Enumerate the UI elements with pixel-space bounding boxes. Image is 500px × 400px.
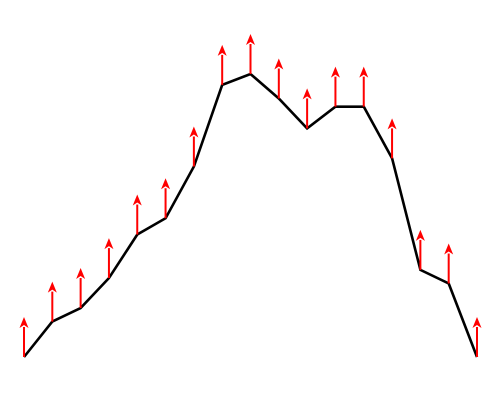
arrow-head — [189, 126, 199, 138]
up-arrow-icon — [189, 126, 199, 167]
profile-line-layer — [22, 72, 479, 358]
arrow-head — [415, 229, 425, 241]
arrow-head — [217, 44, 227, 56]
arrow-head — [76, 268, 86, 280]
arrow-head — [359, 66, 369, 78]
arrow-head — [444, 243, 454, 255]
up-arrow-icon — [330, 66, 340, 107]
up-arrow-icon — [415, 229, 425, 270]
arrow-head — [19, 317, 29, 328]
up-arrow-icon — [104, 238, 114, 279]
arrow-head — [104, 238, 114, 250]
up-arrow-icon — [76, 268, 86, 309]
up-arrow-icon — [359, 66, 369, 107]
profile-line — [22, 72, 479, 358]
arrow-head — [132, 194, 142, 206]
arrow-head — [387, 118, 397, 130]
arrow-head — [246, 34, 255, 45]
arrow-head — [161, 178, 171, 190]
up-arrow-icon — [302, 88, 312, 129]
up-arrow-icon — [47, 281, 57, 322]
arrow-head — [330, 66, 340, 78]
up-arrow-icon — [19, 317, 29, 357]
vertical-arrows-layer — [19, 34, 482, 357]
arrow-head — [302, 88, 312, 100]
up-arrow-icon — [132, 194, 142, 235]
up-arrow-icon — [217, 44, 227, 85]
arrow-head — [47, 281, 57, 293]
up-arrow-icon — [444, 243, 454, 284]
up-arrow-icon — [274, 58, 284, 99]
arrow-head — [472, 317, 482, 328]
arrow-head — [274, 58, 284, 70]
up-arrow-icon — [472, 317, 482, 357]
up-arrow-icon — [387, 118, 397, 159]
up-arrow-icon — [246, 34, 255, 74]
up-arrow-icon — [161, 178, 171, 219]
